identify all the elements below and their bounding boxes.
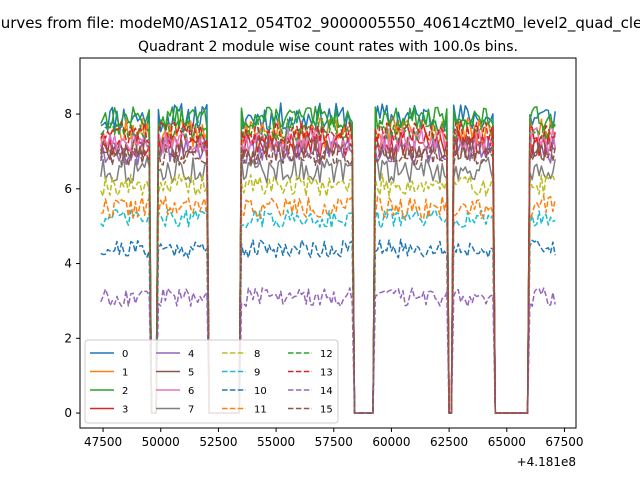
x-tick-label: 47500 [84, 435, 122, 449]
y-tick-label: 0 [64, 406, 72, 420]
x-tick-label: 55000 [257, 435, 295, 449]
legend-label-4: 4 [188, 349, 194, 360]
legend-label-7: 7 [188, 405, 194, 416]
x-offset-label: +4.181e8 [517, 455, 576, 469]
figure-suptitle: Light curves from file: modeM0/AS1A12_05… [0, 14, 640, 33]
x-tick-label: 50000 [142, 435, 180, 449]
chart-title: Quadrant 2 module wise count rates with … [138, 39, 518, 55]
y-tick-label: 8 [64, 107, 72, 121]
x-tick-label: 67500 [545, 435, 583, 449]
y-tick-label: 4 [64, 257, 72, 271]
series-line-10 [100, 238, 556, 414]
series-line-15 [100, 143, 556, 414]
y-tick-label: 6 [64, 182, 72, 196]
x-axis: 47500 50000 52500 55000 57500 60000 62500 65000… [84, 428, 584, 449]
series-line-12 [100, 117, 556, 414]
plot-area: 47500 50000 52500 55000 57500 60000 62500 65000… [64, 57, 584, 469]
y-tick-label: 2 [64, 331, 72, 345]
x-tick-label: 62500 [430, 435, 468, 449]
legend-label-8: 8 [254, 349, 260, 360]
legend-label-2: 2 [122, 386, 128, 397]
series-line-11 [100, 195, 556, 414]
x-tick-label: 57500 [315, 435, 353, 449]
legend-label-15: 15 [320, 405, 333, 416]
legend-label-14: 14 [320, 386, 333, 397]
legend-label-12: 12 [320, 349, 333, 360]
x-tick-label: 52500 [199, 435, 237, 449]
legend-box [84, 339, 339, 424]
series-line-14 [100, 287, 556, 414]
series-layer [100, 102, 556, 414]
legend-label-6: 6 [188, 386, 194, 397]
series-line-13 [100, 120, 556, 414]
series-line-8 [100, 173, 556, 414]
axes-frame [79, 57, 577, 429]
series-line-7 [100, 156, 556, 414]
x-tick-label: 65000 [488, 435, 526, 449]
legend-label-1: 1 [122, 368, 128, 379]
x-tick-label: 60000 [372, 435, 410, 449]
legend-label-9: 9 [254, 368, 260, 379]
legend-label-13: 13 [320, 368, 333, 379]
series-line-2 [100, 105, 556, 414]
legend-label-0: 0 [122, 349, 128, 360]
legend-label-3: 3 [122, 405, 128, 416]
y-axis: 0 2 4 6 8 [64, 107, 80, 420]
series-line-9 [100, 208, 556, 414]
legend-label-11: 11 [254, 405, 267, 416]
legend-label-10: 10 [254, 386, 267, 397]
legend-label-5: 5 [188, 368, 194, 379]
